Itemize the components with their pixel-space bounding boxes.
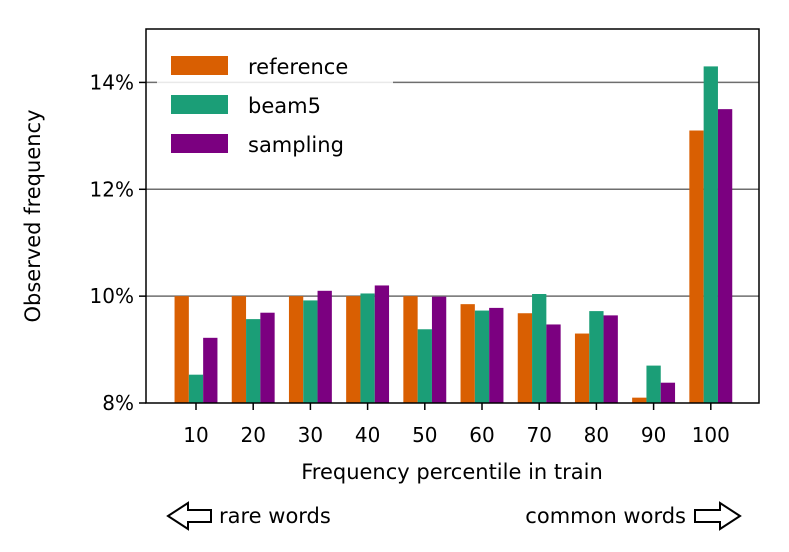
common-words-label: common words <box>525 504 686 528</box>
legend-label-beam5: beam5 <box>248 94 321 118</box>
bar-beam5-60 <box>474 310 490 403</box>
legend-swatch-sampling <box>171 134 228 153</box>
bar-sampling-60 <box>489 307 504 403</box>
bar-beam5-20 <box>246 319 261 403</box>
bar-reference-90 <box>632 397 647 403</box>
bar-reference-80 <box>574 333 590 403</box>
legend: reference beam5 sampling <box>157 42 393 168</box>
bar-beam5-100 <box>703 66 718 404</box>
right-arrow-icon <box>694 501 742 531</box>
legend-swatch-beam5 <box>171 95 228 114</box>
x-tick-label: 60 <box>469 423 494 447</box>
x-tick-label: 90 <box>641 423 666 447</box>
bar-beam5-80 <box>589 311 604 403</box>
bar-sampling-10 <box>203 337 218 403</box>
bar-sampling-30 <box>317 290 332 403</box>
x-axis: 10 20 30 40 50 60 70 80 90 100 <box>183 403 730 447</box>
bar-beam5-90 <box>646 365 661 403</box>
plot-frame <box>145 28 760 404</box>
common-words-hint: common words <box>525 501 742 531</box>
bar-sampling-100 <box>717 109 733 404</box>
x-tick-label: 70 <box>526 423 551 447</box>
bar-reference-100 <box>689 130 704 403</box>
bar-sampling-80 <box>603 315 618 403</box>
bar-beam5-40 <box>360 293 375 403</box>
x-tick-label: 20 <box>240 423 265 447</box>
y-tick-label: 12% <box>90 177 134 201</box>
left-arrow-icon <box>166 501 212 531</box>
rare-words-hint: rare words <box>166 501 331 531</box>
bar-beam5-30 <box>303 300 318 403</box>
x-tick-label: 30 <box>298 423 323 447</box>
x-tick-label: 40 <box>355 423 380 447</box>
bar-beam5-50 <box>417 329 432 403</box>
bar-sampling-50 <box>431 296 447 403</box>
bar-beam5-10 <box>188 374 204 403</box>
bar-reference-60 <box>460 304 475 403</box>
y-tick-label: 8% <box>102 391 134 415</box>
legend-entries: reference beam5 sampling <box>171 55 348 157</box>
y-axis: 8% 10% 12% 14% <box>90 70 146 415</box>
y-axis-label: Observed frequency <box>21 109 45 322</box>
legend-swatch-reference <box>171 56 228 75</box>
y-tick-label: 14% <box>90 70 134 94</box>
x-axis-label: Frequency percentile in train <box>301 460 603 484</box>
x-tick-label: 80 <box>584 423 609 447</box>
legend-label-sampling: sampling <box>248 133 344 157</box>
bar-reference-10 <box>174 296 189 403</box>
x-tick-label: 50 <box>412 423 437 447</box>
bar-reference-50 <box>403 296 418 403</box>
x-tick-label: 100 <box>692 423 730 447</box>
bar-beam5-70 <box>532 294 547 403</box>
bar-sampling-70 <box>546 324 561 403</box>
legend-label-reference: reference <box>248 55 348 79</box>
bar-reference-70 <box>517 313 533 403</box>
bar-reference-30 <box>288 296 304 403</box>
y-tick-label: 10% <box>90 284 134 308</box>
x-tick-label: 10 <box>183 423 208 447</box>
bar-sampling-40 <box>374 285 390 403</box>
bar-sampling-90 <box>660 382 676 403</box>
bar-reference-40 <box>346 296 361 403</box>
bar-reference-20 <box>231 296 247 403</box>
rare-words-label: rare words <box>219 504 331 528</box>
bar-sampling-20 <box>260 312 275 403</box>
bars <box>174 66 733 404</box>
